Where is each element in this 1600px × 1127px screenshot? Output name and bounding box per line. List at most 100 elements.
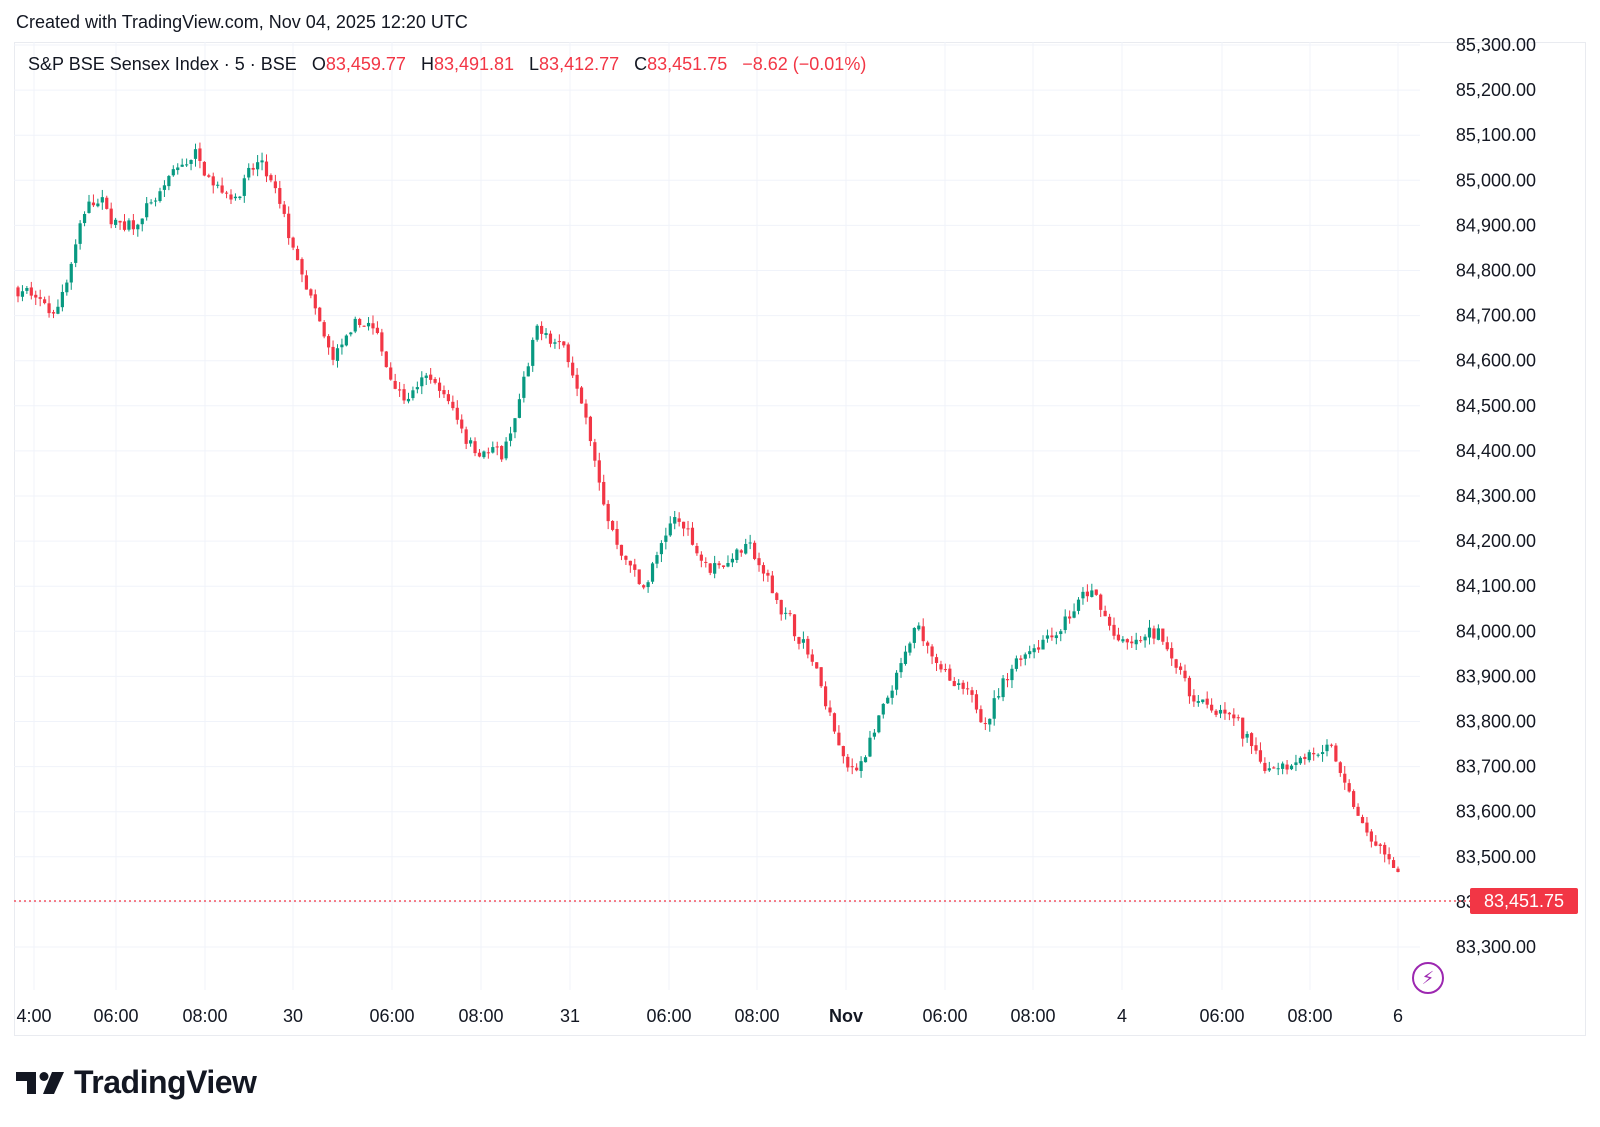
candle-down: [295, 248, 300, 261]
candle-down: [1343, 773, 1347, 783]
candle-down: [828, 707, 832, 713]
candle-down: [1116, 634, 1121, 641]
candle-down: [1187, 677, 1192, 697]
candle-up: [868, 737, 872, 757]
candle-down: [393, 380, 397, 389]
candle-up: [1054, 635, 1058, 639]
candle-up: [340, 344, 344, 348]
price-tick-label: 85,100.00: [1456, 125, 1536, 145]
candle-up: [25, 287, 29, 291]
candle-up: [1134, 639, 1138, 645]
candle-up: [1289, 765, 1294, 770]
candle-down: [384, 351, 388, 368]
candle-down: [686, 528, 690, 530]
candle-down: [291, 237, 295, 248]
candle-up: [1245, 733, 1249, 738]
candle-down: [202, 161, 206, 176]
candle-down: [375, 327, 380, 333]
candle-down: [1125, 639, 1129, 643]
candle-up: [482, 451, 486, 458]
candle-down: [979, 709, 983, 723]
candle-down: [1263, 762, 1267, 771]
candle-down: [273, 181, 277, 189]
chart-frame[interactable]: [14, 42, 1586, 1036]
candle-down: [282, 204, 286, 214]
candle-down: [1139, 640, 1143, 642]
candle-up: [997, 696, 1001, 698]
candle-down: [579, 387, 584, 404]
candle-up: [238, 196, 242, 199]
candle-up: [1201, 699, 1205, 703]
candle-down: [739, 550, 743, 553]
time-tick-label: 08:00: [1010, 1006, 1055, 1026]
candle-up: [513, 418, 517, 433]
candle-up: [801, 639, 806, 643]
candle-up: [735, 549, 739, 560]
price-tick-label: 84,000.00: [1456, 621, 1536, 641]
price-tick-label: 83,700.00: [1456, 757, 1536, 777]
candle-down: [224, 192, 229, 194]
candle-down: [229, 194, 233, 200]
candle-down: [1223, 709, 1227, 714]
candle-up: [646, 582, 650, 588]
candle-up: [411, 390, 415, 399]
candle-down: [1103, 610, 1107, 617]
candle-down: [1165, 642, 1169, 650]
candle-down: [1183, 670, 1187, 679]
candle-down: [1312, 752, 1316, 755]
candle-down: [752, 542, 757, 559]
candle-down: [358, 318, 362, 325]
candle-down: [841, 746, 845, 757]
candle-up: [1059, 631, 1063, 635]
candle-up: [886, 697, 890, 704]
candle-down: [819, 667, 823, 687]
candle-up: [1218, 709, 1223, 714]
candle-up: [1072, 611, 1076, 618]
candle-down: [624, 555, 628, 560]
brand-wordmark: TradingView: [74, 1064, 257, 1100]
tradingview-logo[interactable]: TradingView: [16, 1064, 257, 1101]
candle-down: [251, 167, 255, 170]
candle-down: [921, 626, 925, 642]
candle-down: [473, 441, 477, 454]
candle-up: [544, 333, 548, 335]
candle-down: [1050, 635, 1054, 638]
candle-down: [704, 561, 708, 563]
candle-down: [1227, 712, 1231, 715]
price-tick-label: 84,800.00: [1456, 261, 1536, 281]
candle-down: [571, 362, 575, 376]
symbol-name[interactable]: S&P BSE Sensex Index · 5 · BSE: [28, 54, 297, 74]
candle-down: [29, 287, 33, 296]
candle-down: [775, 593, 779, 600]
candle-down: [939, 664, 943, 670]
candle-up: [233, 196, 238, 199]
time-tick-label: 4: [1117, 1006, 1127, 1026]
candle-down: [1352, 791, 1356, 807]
candle-down: [1391, 860, 1396, 868]
time-tick-label: 08:00: [734, 1006, 779, 1026]
candle-down: [810, 654, 814, 662]
candle-down: [1005, 679, 1010, 681]
candle-up: [1028, 651, 1032, 655]
candle-up: [673, 517, 677, 524]
candle-up: [127, 220, 131, 230]
candle-down: [1130, 641, 1134, 644]
candle-down: [460, 419, 464, 429]
price-tick-label: 83,600.00: [1456, 802, 1536, 822]
candle-up: [1121, 639, 1125, 642]
candle-up: [1032, 648, 1036, 653]
candle-down: [832, 713, 837, 732]
candle-down: [970, 690, 974, 695]
time-tick-label: 06:00: [922, 1006, 967, 1026]
candle-up: [180, 164, 184, 167]
candle-up: [344, 335, 348, 346]
candle-down: [118, 220, 122, 223]
candle-down: [637, 569, 641, 584]
candle-down: [1258, 750, 1263, 762]
candle-up: [668, 523, 672, 536]
lightning-icon[interactable]: ⚡: [1412, 962, 1444, 994]
candle-up: [1081, 591, 1085, 599]
candle-up: [1090, 590, 1094, 597]
candle-up: [988, 718, 992, 725]
